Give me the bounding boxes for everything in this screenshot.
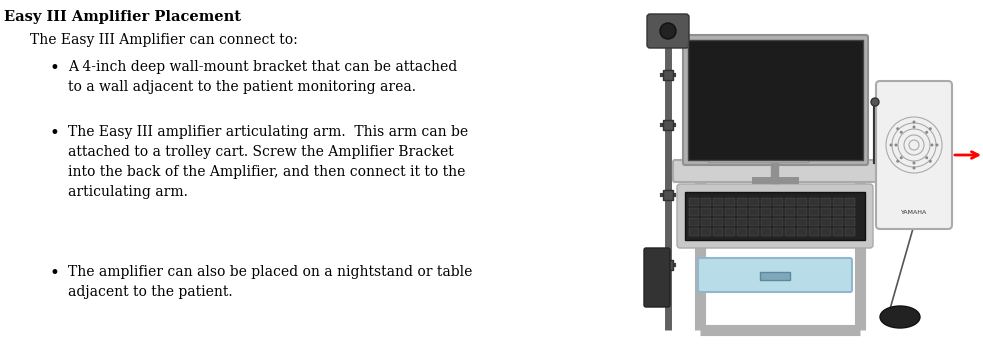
Circle shape: [912, 167, 915, 169]
Text: The Easy III amplifier articulating arm.  This arm can be
attached to a trolley : The Easy III amplifier articulating arm.…: [68, 125, 468, 199]
Bar: [845, 228, 855, 236]
Bar: [833, 218, 843, 226]
Circle shape: [899, 156, 902, 159]
Bar: [689, 208, 699, 216]
Text: YAMAHA: YAMAHA: [900, 210, 927, 216]
Bar: [725, 198, 735, 206]
Bar: [821, 228, 831, 236]
Text: •: •: [50, 60, 60, 77]
Bar: [773, 198, 783, 206]
Bar: [737, 198, 747, 206]
Bar: [809, 208, 819, 216]
Circle shape: [899, 131, 902, 134]
Bar: [737, 208, 747, 216]
Circle shape: [931, 144, 934, 147]
FancyBboxPatch shape: [673, 160, 877, 182]
Circle shape: [929, 127, 932, 130]
Bar: [797, 208, 807, 216]
FancyBboxPatch shape: [876, 81, 952, 229]
Bar: [773, 218, 783, 226]
Bar: [688, 40, 863, 160]
Bar: [760, 272, 790, 280]
Bar: [833, 208, 843, 216]
Circle shape: [925, 131, 928, 134]
Bar: [701, 228, 711, 236]
Bar: [821, 208, 831, 216]
Bar: [809, 218, 819, 226]
Circle shape: [912, 161, 915, 165]
Bar: [833, 228, 843, 236]
Text: •: •: [50, 125, 60, 142]
Circle shape: [912, 126, 915, 128]
Bar: [785, 228, 795, 236]
Bar: [713, 218, 723, 226]
Bar: [725, 218, 735, 226]
Circle shape: [925, 156, 928, 159]
Bar: [663, 190, 673, 200]
Bar: [821, 198, 831, 206]
Text: A 4-inch deep wall-mount bracket that can be attached
to a wall adjacent to the : A 4-inch deep wall-mount bracket that ca…: [68, 60, 457, 94]
Circle shape: [895, 144, 897, 147]
Bar: [689, 228, 699, 236]
Circle shape: [912, 120, 915, 124]
Text: The Easy III Amplifier can connect to:: The Easy III Amplifier can connect to:: [30, 33, 298, 47]
Bar: [821, 218, 831, 226]
Bar: [701, 208, 711, 216]
Circle shape: [896, 127, 899, 130]
Bar: [773, 208, 783, 216]
Circle shape: [896, 160, 899, 163]
Bar: [713, 208, 723, 216]
Bar: [809, 228, 819, 236]
Bar: [713, 198, 723, 206]
Bar: [725, 228, 735, 236]
Bar: [701, 218, 711, 226]
Bar: [761, 228, 771, 236]
Bar: [761, 208, 771, 216]
Bar: [663, 120, 673, 130]
Circle shape: [890, 144, 893, 147]
Bar: [725, 208, 735, 216]
Bar: [845, 218, 855, 226]
Bar: [689, 218, 699, 226]
Ellipse shape: [880, 306, 920, 328]
Bar: [797, 218, 807, 226]
FancyBboxPatch shape: [677, 184, 873, 248]
Bar: [845, 198, 855, 206]
Bar: [737, 228, 747, 236]
Bar: [749, 228, 759, 236]
Circle shape: [660, 23, 676, 39]
Bar: [663, 70, 673, 80]
Bar: [773, 228, 783, 236]
FancyBboxPatch shape: [644, 248, 670, 307]
Bar: [833, 198, 843, 206]
FancyBboxPatch shape: [683, 35, 868, 165]
Bar: [713, 228, 723, 236]
Bar: [749, 208, 759, 216]
Bar: [797, 228, 807, 236]
Circle shape: [871, 98, 879, 106]
Bar: [785, 198, 795, 206]
Bar: [785, 218, 795, 226]
Text: Easy III Amplifier Placement: Easy III Amplifier Placement: [4, 10, 241, 24]
Bar: [708, 147, 808, 162]
Bar: [701, 198, 711, 206]
Bar: [737, 218, 747, 226]
FancyBboxPatch shape: [698, 258, 852, 292]
Circle shape: [929, 160, 932, 163]
Text: The amplifier can also be placed on a nightstand or table
adjacent to the patien: The amplifier can also be placed on a ni…: [68, 265, 473, 299]
Bar: [845, 208, 855, 216]
Bar: [685, 192, 865, 240]
Bar: [761, 218, 771, 226]
Bar: [761, 198, 771, 206]
Bar: [663, 260, 673, 270]
Bar: [689, 198, 699, 206]
Bar: [785, 208, 795, 216]
Bar: [749, 198, 759, 206]
Text: •: •: [50, 265, 60, 282]
Bar: [797, 198, 807, 206]
Bar: [809, 198, 819, 206]
Bar: [749, 218, 759, 226]
Circle shape: [936, 144, 939, 147]
FancyBboxPatch shape: [647, 14, 689, 48]
